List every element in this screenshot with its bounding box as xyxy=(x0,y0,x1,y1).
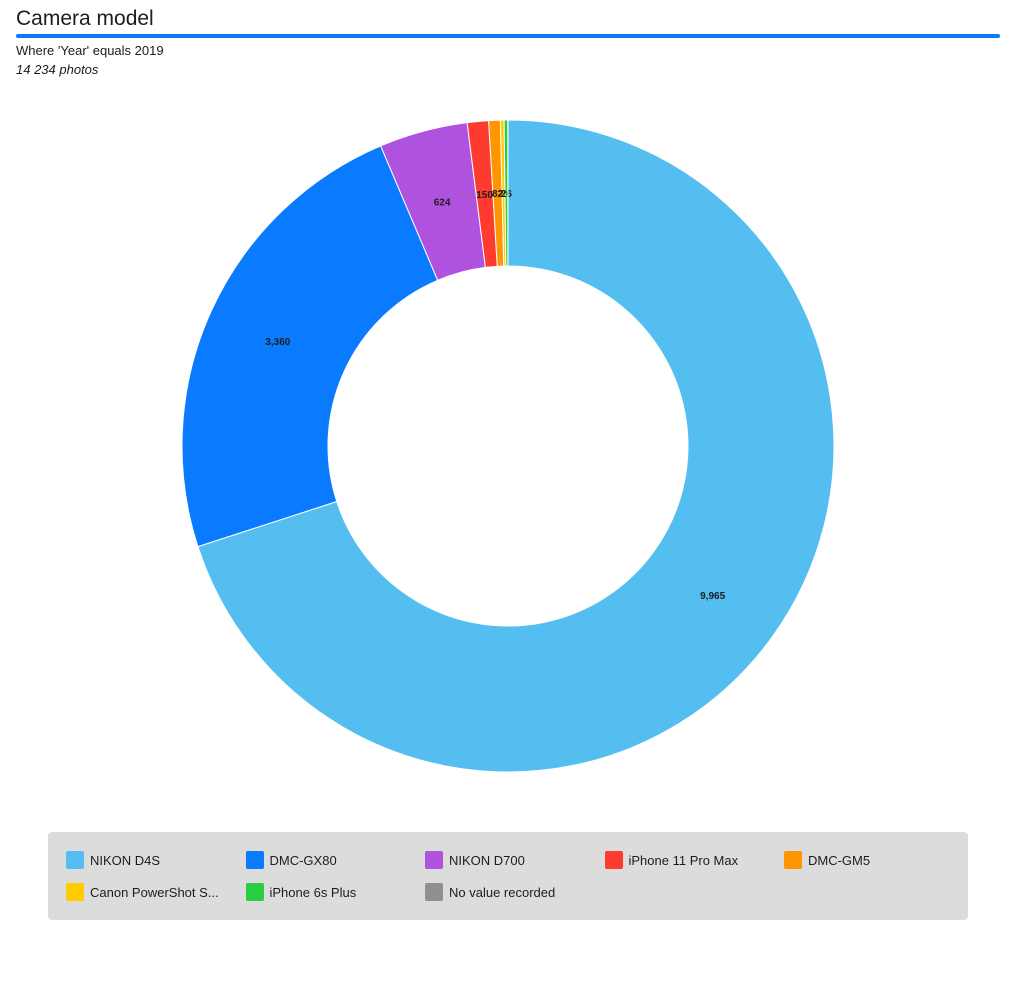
legend-item[interactable]: NIKON D700 xyxy=(425,850,525,870)
legend-swatch xyxy=(66,851,84,869)
slice-value-label: 26 xyxy=(501,189,513,200)
legend-item[interactable]: iPhone 11 Pro Max xyxy=(604,850,739,870)
legend-label: DMC-GX80 xyxy=(269,852,337,868)
legend-swatch xyxy=(245,851,264,869)
slice-value-label: 82 xyxy=(492,189,504,200)
legend-item[interactable]: No value recorded xyxy=(425,882,555,902)
legend-swatch xyxy=(604,851,623,869)
legend-swatch xyxy=(245,883,264,901)
legend-label: No value recorded xyxy=(449,884,556,900)
slice-value-label: 26 xyxy=(498,189,510,200)
slice-value-label: 150 xyxy=(476,190,493,201)
photo-count: 14 234 photos xyxy=(16,62,99,77)
title-underline xyxy=(16,34,1000,38)
legend-label: DMC-GM5 xyxy=(808,852,871,868)
chart-title: Camera model xyxy=(16,7,154,30)
donut-slice[interactable] xyxy=(197,119,835,773)
legend-label: NIKON D4S xyxy=(90,852,161,868)
legend-swatch xyxy=(425,851,443,869)
legend-item[interactable]: DMC-GM5 xyxy=(784,850,870,870)
legend-item[interactable]: DMC-GX80 xyxy=(245,850,337,870)
legend-item[interactable]: iPhone 6s Plus xyxy=(245,882,357,902)
slice-value-label: 624 xyxy=(434,198,451,209)
chart-legend: NIKON D4S DMC-GX80 NIKON D700 iPhone 11 Pro… xyxy=(48,832,968,920)
legend-swatch xyxy=(784,851,802,869)
legend-label: Canon PowerShot S... xyxy=(90,884,219,900)
legend-swatch xyxy=(425,883,443,901)
legend-label: iPhone 11 Pro Max xyxy=(628,852,739,868)
chart-header: Camera model Where 'Year' equals 2019 14… xyxy=(16,6,1000,78)
legend-swatch xyxy=(66,883,84,901)
legend-label: iPhone 6s Plus xyxy=(269,884,357,900)
slice-value-label: 9,965 xyxy=(700,591,725,602)
filter-description: Where 'Year' equals 2019 xyxy=(16,43,164,58)
legend-label: NIKON D700 xyxy=(449,852,525,868)
slice-value-label: 3,360 xyxy=(265,337,290,348)
donut-slice[interactable] xyxy=(181,145,439,548)
legend-item[interactable]: NIKON D4S xyxy=(66,850,160,870)
legend-item[interactable]: Canon PowerShot S... xyxy=(66,882,219,902)
